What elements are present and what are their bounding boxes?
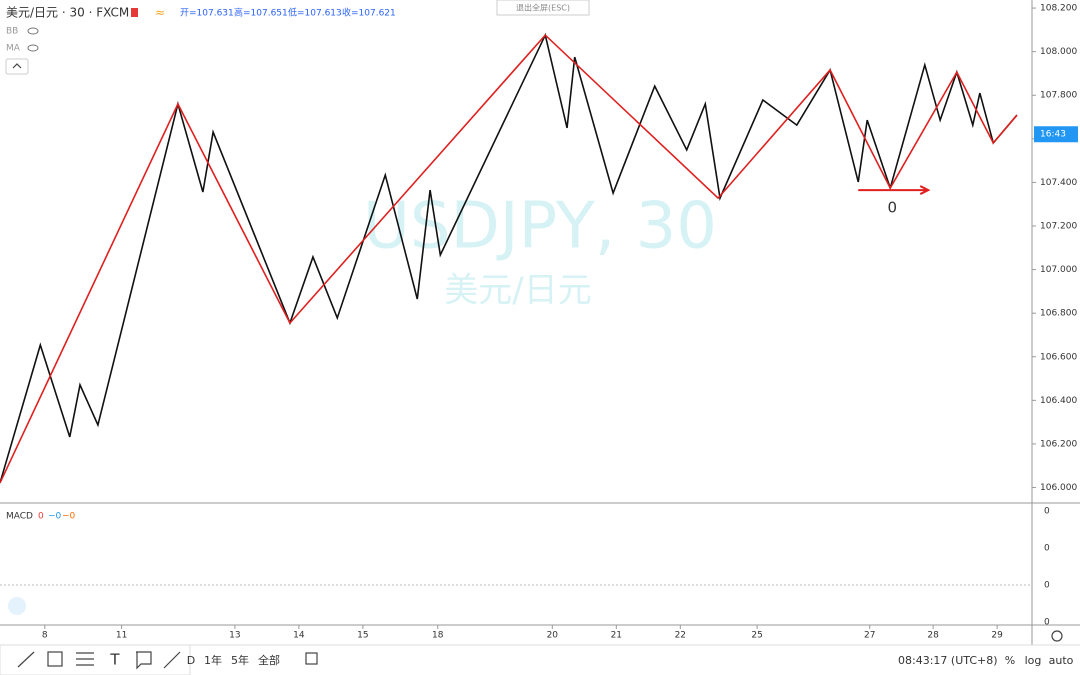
range-button[interactable]: D [187,654,195,667]
macd-axis-label: 0 [1044,544,1050,554]
y-tick-label: 107.400 [1040,178,1077,188]
x-tick-label: 20 [547,631,559,641]
indicator-label[interactable]: MA [6,44,21,54]
y-tick-label: 108.200 [1040,4,1077,14]
x-tick-label: 29 [991,631,1003,641]
zigzag-line [0,33,1018,484]
y-tick-label: 106.000 [1040,483,1077,493]
last-price-marker [1034,126,1078,143]
x-tick-label: 25 [751,631,762,641]
ohlc-value: 开=107.631 [180,8,234,19]
symbol: 美元/日元 · 30 · FXCM [6,6,129,20]
indicator-label[interactable]: BB [6,27,18,37]
ohlc-value: 收=107.621 [342,7,396,19]
annotation-arrow [858,185,931,195]
y-tick-label: 108.000 [1040,47,1077,57]
scale-option[interactable]: % [1005,654,1015,667]
macd-value: −0 [48,512,62,522]
x-tick-label: 22 [675,631,686,641]
countdown: 16:43 [1040,130,1066,140]
x-tick-label: 11 [116,631,127,641]
x-tick-label: 14 [293,631,305,641]
tool-line[interactable] [17,651,35,668]
y-tick-label: 106.600 [1040,352,1077,362]
y-tick-label: 106.400 [1040,396,1077,406]
eye-icon[interactable] [27,27,39,35]
x-tick-label: 27 [864,631,875,641]
logo [8,597,26,615]
exit-fullscreen-btn[interactable] [496,0,590,16]
tool-fib[interactable] [76,652,94,666]
drawing-tools: T [0,644,191,675]
collapse-icon [12,63,22,69]
macd-axis-label: 0 [1044,581,1050,591]
range-button[interactable]: 全部 [258,653,280,667]
macd-value: −0 [62,512,76,522]
macd-axis-label: 0 [1044,507,1050,517]
tool-rect[interactable] [47,651,63,667]
x-tick-label: 28 [927,631,939,641]
range-button[interactable]: 1年 [204,653,222,667]
scale-option[interactable]: log [1025,654,1042,667]
eye-icon[interactable] [27,44,39,52]
scale-option[interactable]: auto [1049,654,1074,667]
wave-icon: ≈ [155,6,165,20]
exit-fullscreen[interactable]: 退出全屏(ESC) [516,3,570,13]
watermark: USDJPY, 30 [363,190,717,264]
y-tick-label: 106.200 [1040,439,1077,449]
tool-text[interactable]: T [109,651,120,669]
macd-label: MACD [6,512,33,522]
y-tick-label: 106.800 [1040,309,1077,319]
ohlc-value: 高=107.651 [234,7,288,19]
tool-measure[interactable] [163,651,181,669]
zigzag-line [0,32,1018,484]
ohlc-value: 低=107.613 [288,7,342,19]
x-tick-label: 18 [432,631,444,641]
x-tick-label: 15 [357,631,368,641]
flag-icon [131,8,138,17]
clock: 08:43:17 (UTC+8) [898,654,998,667]
settings-icon[interactable] [1051,630,1063,642]
macd-value: 0 [38,512,44,522]
y-tick-label: 107.800 [1040,91,1077,101]
y-tick-label: 107.200 [1040,222,1077,232]
range-button[interactable]: 5年 [231,653,249,667]
x-tick-label: 13 [229,631,240,641]
tool-note[interactable] [136,651,152,670]
y-tick-label: 107.000 [1040,265,1077,275]
watermark-sub: 美元/日元 [444,271,591,311]
calendar-icon[interactable] [305,652,318,665]
x-tick-label: 21 [611,631,622,641]
collapse-btn[interactable] [5,58,29,75]
annotation-text: 0 [887,199,897,217]
macd-axis-label: 0 [1044,618,1050,628]
x-tick-label: 8 [42,631,48,641]
